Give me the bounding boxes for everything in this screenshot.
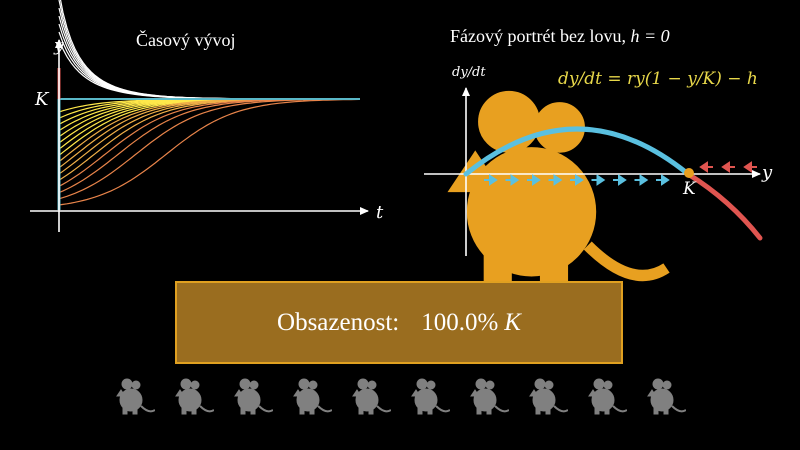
right-title-text: Fázový portrét bez lovu, [450,26,631,46]
left-k-label: K [34,89,50,110]
mouse-icon [352,378,391,415]
equilibrium-point [684,168,694,178]
flow-arrow-right [570,174,584,186]
right-y-axis-label: dy/dt [452,65,486,80]
occupancy-value: 100.0% [421,308,499,336]
flow-arrow-right [613,174,627,186]
mouse-icon [234,378,273,415]
flow-arrow-left [743,161,757,173]
mouse-icon [175,378,214,415]
trajectory-curve [58,98,359,132]
mouse-icon [647,378,686,415]
flow-arrow-right [634,174,649,186]
flow-arrow-right [484,174,498,186]
trajectory-curve [58,98,359,163]
growth-parabola-negative [685,171,763,241]
mouse-icon [588,378,627,415]
mouse-icon [293,378,332,415]
occupancy-banner: Obsazenost: 100.0% K [175,281,623,364]
mouse-icon [116,378,155,415]
equation: dy/dt = ry(1 − y/K) − h [558,69,758,89]
flow-arrow-right [527,174,541,186]
flow-arrow-right [505,174,520,186]
right-panel-title: Fázový portrét bez lovu, h = 0 [450,26,670,47]
left-panel-title: Časový vývoj [136,30,236,50]
growth-parabola-positive [463,126,691,177]
phase-portrait-plot: K y dy/dt dy/dt = ry(1 − y/K) − h [424,65,773,256]
occupancy-unit: K [504,308,521,336]
mouse-runner-icon [453,94,667,291]
right-x-axis-label: y [761,162,773,183]
flow-arrows-decreasing [699,161,757,173]
trajectory-curve [58,98,360,206]
mouse-icon [411,378,450,415]
flow-arrow-left [699,161,713,173]
flow-arrow-right [548,174,563,186]
right-title-math: h = 0 [630,26,670,46]
mouse-icon [470,378,509,415]
right-k-label: K [682,179,697,199]
trajectory-curve [58,98,359,200]
mice-row [116,378,686,415]
left-y-axis-label: y [53,36,64,56]
occupancy-label: Obsazenost: [277,308,400,336]
mouse-icon [529,378,568,415]
trajectory-curve [58,98,359,187]
flow-arrow-left [721,161,735,173]
flow-arrow-right [591,174,606,186]
time-evolution-plot: y t K [30,0,667,291]
flow-arrows-increasing [484,174,670,186]
trajectory-curve [58,98,359,169]
flow-arrow-right [656,174,670,186]
left-x-axis-label: t [376,202,384,223]
